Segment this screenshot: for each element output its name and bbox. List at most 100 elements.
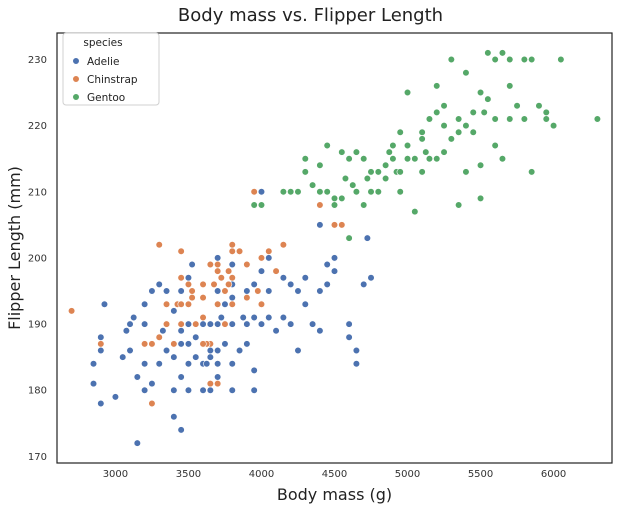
data-point-adelie	[97, 346, 105, 355]
data-point-adelie	[265, 287, 273, 295]
data-point-adelie	[148, 287, 156, 295]
data-point-chinstrap	[97, 340, 105, 348]
legend-box	[62, 32, 160, 106]
data-point-chinstrap	[228, 241, 236, 249]
y-tick-label: 180	[28, 386, 47, 397]
data-point-adelie	[214, 346, 222, 355]
data-point-gentoo	[455, 128, 463, 136]
data-point-gentoo	[476, 161, 485, 169]
data-point-adelie	[206, 353, 214, 361]
data-point-adelie	[323, 280, 331, 288]
data-point-gentoo	[396, 188, 404, 196]
y-tick-label: 190	[28, 320, 47, 331]
data-point-gentoo	[535, 102, 543, 110]
data-point-gentoo	[250, 201, 258, 209]
data-point-gentoo	[345, 234, 353, 242]
data-point-gentoo	[403, 155, 412, 163]
data-point-gentoo	[382, 174, 390, 183]
data-point-adelie	[330, 267, 339, 275]
data-point-gentoo	[382, 161, 390, 169]
data-point-chinstrap	[214, 260, 222, 269]
data-point-adelie	[126, 346, 134, 355]
data-point-adelie	[330, 254, 339, 262]
data-point-chinstrap	[257, 254, 266, 262]
data-point-adelie	[228, 260, 236, 269]
data-point-gentoo	[316, 161, 324, 169]
data-point-chinstrap	[162, 320, 171, 328]
data-point-adelie	[294, 287, 302, 295]
data-point-adelie	[272, 327, 280, 335]
legend-items: Adelie Chinstrap Gentoo	[72, 56, 138, 104]
data-point-adelie	[199, 320, 207, 328]
legend-marker-chinstrap	[72, 75, 80, 83]
data-point-chinstrap	[177, 274, 185, 282]
data-point-adelie	[228, 320, 236, 328]
data-point-gentoo	[422, 148, 430, 156]
data-point-adelie	[367, 274, 375, 282]
data-point-chinstrap	[199, 280, 207, 288]
data-point-gentoo	[323, 141, 331, 150]
legend-marker-gentoo	[72, 93, 80, 101]
data-point-gentoo	[396, 128, 404, 136]
data-point-gentoo	[480, 108, 488, 116]
data-point-chinstrap	[177, 300, 185, 308]
data-point-gentoo	[462, 168, 470, 176]
data-point-adelie	[279, 313, 287, 322]
data-point-chinstrap	[243, 260, 251, 269]
data-point-adelie	[184, 274, 193, 282]
data-point-adelie	[221, 340, 229, 348]
data-point-adelie	[155, 360, 163, 368]
data-point-chinstrap	[250, 188, 258, 196]
data-point-chinstrap	[188, 294, 196, 302]
data-point-gentoo	[301, 155, 309, 163]
data-point-adelie	[206, 346, 214, 355]
data-point-gentoo	[520, 55, 528, 64]
data-point-adelie	[170, 353, 178, 361]
data-point-gentoo	[294, 188, 302, 196]
data-point-adelie	[184, 360, 193, 368]
data-point-adelie	[257, 188, 266, 196]
data-point-gentoo	[506, 82, 514, 90]
data-point-adelie	[217, 313, 225, 322]
data-point-adelie	[177, 287, 185, 295]
data-point-adelie	[239, 313, 247, 322]
y-tick-label: 220	[28, 121, 47, 132]
data-point-gentoo	[528, 55, 536, 64]
data-point-chinstrap	[214, 300, 222, 308]
data-point-gentoo	[352, 188, 361, 196]
data-point-chinstrap	[316, 201, 324, 209]
data-point-gentoo	[352, 148, 361, 156]
data-point-adelie	[141, 300, 149, 308]
data-point-adelie	[162, 346, 171, 355]
data-point-chinstrap	[177, 320, 185, 328]
data-point-adelie	[323, 260, 331, 269]
data-point-chinstrap	[257, 300, 266, 308]
data-point-gentoo	[385, 148, 393, 156]
x-axis-title: Body mass (g)	[277, 485, 392, 504]
data-point-chinstrap	[155, 241, 163, 249]
data-point-adelie	[316, 327, 324, 335]
data-point-adelie	[360, 280, 368, 288]
data-point-adelie	[199, 386, 207, 394]
data-point-adelie	[141, 360, 149, 368]
data-point-adelie	[308, 320, 317, 328]
data-point-gentoo	[440, 122, 448, 130]
data-point-chinstrap	[148, 340, 156, 348]
data-point-gentoo	[542, 115, 550, 123]
data-point-adelie	[162, 287, 171, 295]
y-axis-title: Flipper Length (mm)	[5, 166, 24, 330]
data-point-adelie	[214, 254, 222, 262]
data-point-adelie	[177, 327, 185, 335]
legend-title: species	[83, 37, 122, 49]
data-point-adelie	[170, 386, 178, 394]
data-point-chinstrap	[170, 340, 178, 348]
data-point-gentoo	[338, 194, 346, 202]
data-point-gentoo	[257, 201, 266, 209]
data-point-chinstrap	[199, 340, 207, 348]
data-point-chinstrap	[279, 241, 287, 249]
data-point-gentoo	[476, 194, 485, 202]
data-point-adelie	[316, 221, 324, 229]
data-point-adelie	[155, 280, 163, 288]
x-tick-label: 5500	[468, 469, 493, 480]
